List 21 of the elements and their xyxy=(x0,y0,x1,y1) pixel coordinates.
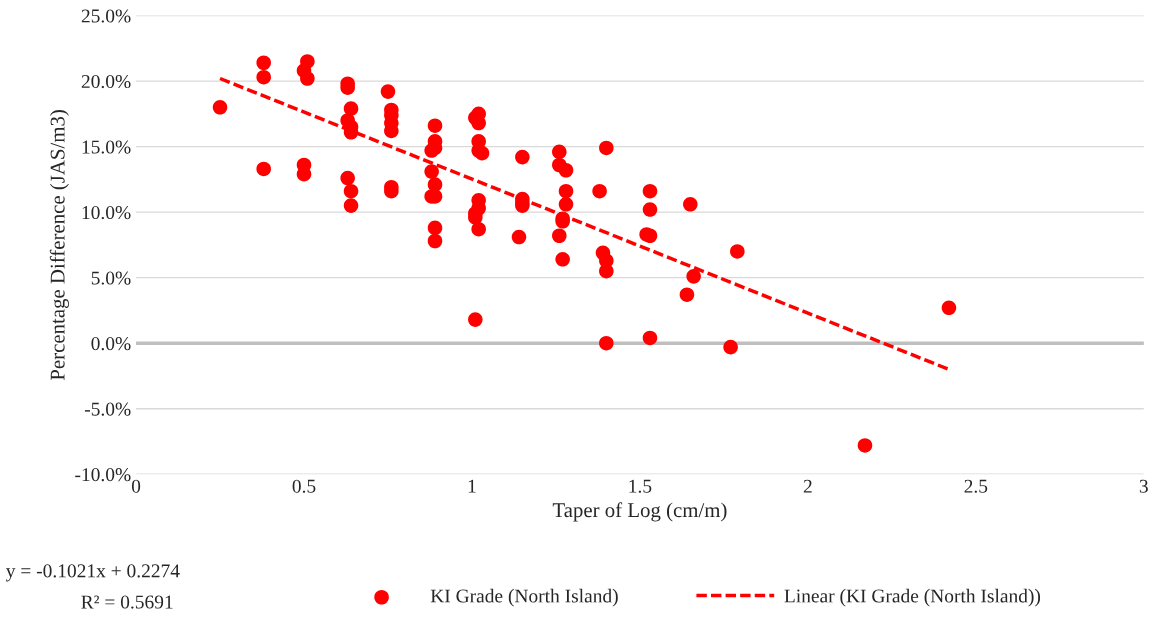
x-tick-label: 0.5 xyxy=(292,479,316,493)
legend-label: Linear (KI Grade (North Island)) xyxy=(784,588,1041,607)
x-tick-label: 1.5 xyxy=(629,479,652,493)
x-tick-label: 2.5 xyxy=(964,479,988,493)
x-tick-label: 0 xyxy=(131,479,141,493)
y-axis-title: Percentage Difference (JAS/m3) xyxy=(49,110,69,381)
text: y = -0.1021x + 0.2274 xyxy=(6,564,180,582)
y-tick-label: 5.0% xyxy=(91,271,131,285)
y-tick-label: 15.0% xyxy=(82,140,131,154)
y-tick-label: 25.0% xyxy=(81,9,131,23)
legend-label: KI Grade (North Island) xyxy=(430,588,618,607)
y-tick-label: 0.0% xyxy=(91,337,131,351)
y-tick-label: 10.0% xyxy=(82,205,131,220)
y-tick-label: -10.0% xyxy=(75,468,131,482)
y-tick-label: 20.0% xyxy=(81,74,131,89)
x-tick-label: 3 xyxy=(1139,479,1148,493)
x-tick-label: 2 xyxy=(803,479,812,493)
text: R² = 0.5691 xyxy=(81,595,173,609)
y-tick-label: -5.0% xyxy=(84,402,131,416)
x-tick-label: 1 xyxy=(468,479,476,493)
x-axis-title: Taper of Log (cm/m) xyxy=(552,502,727,522)
